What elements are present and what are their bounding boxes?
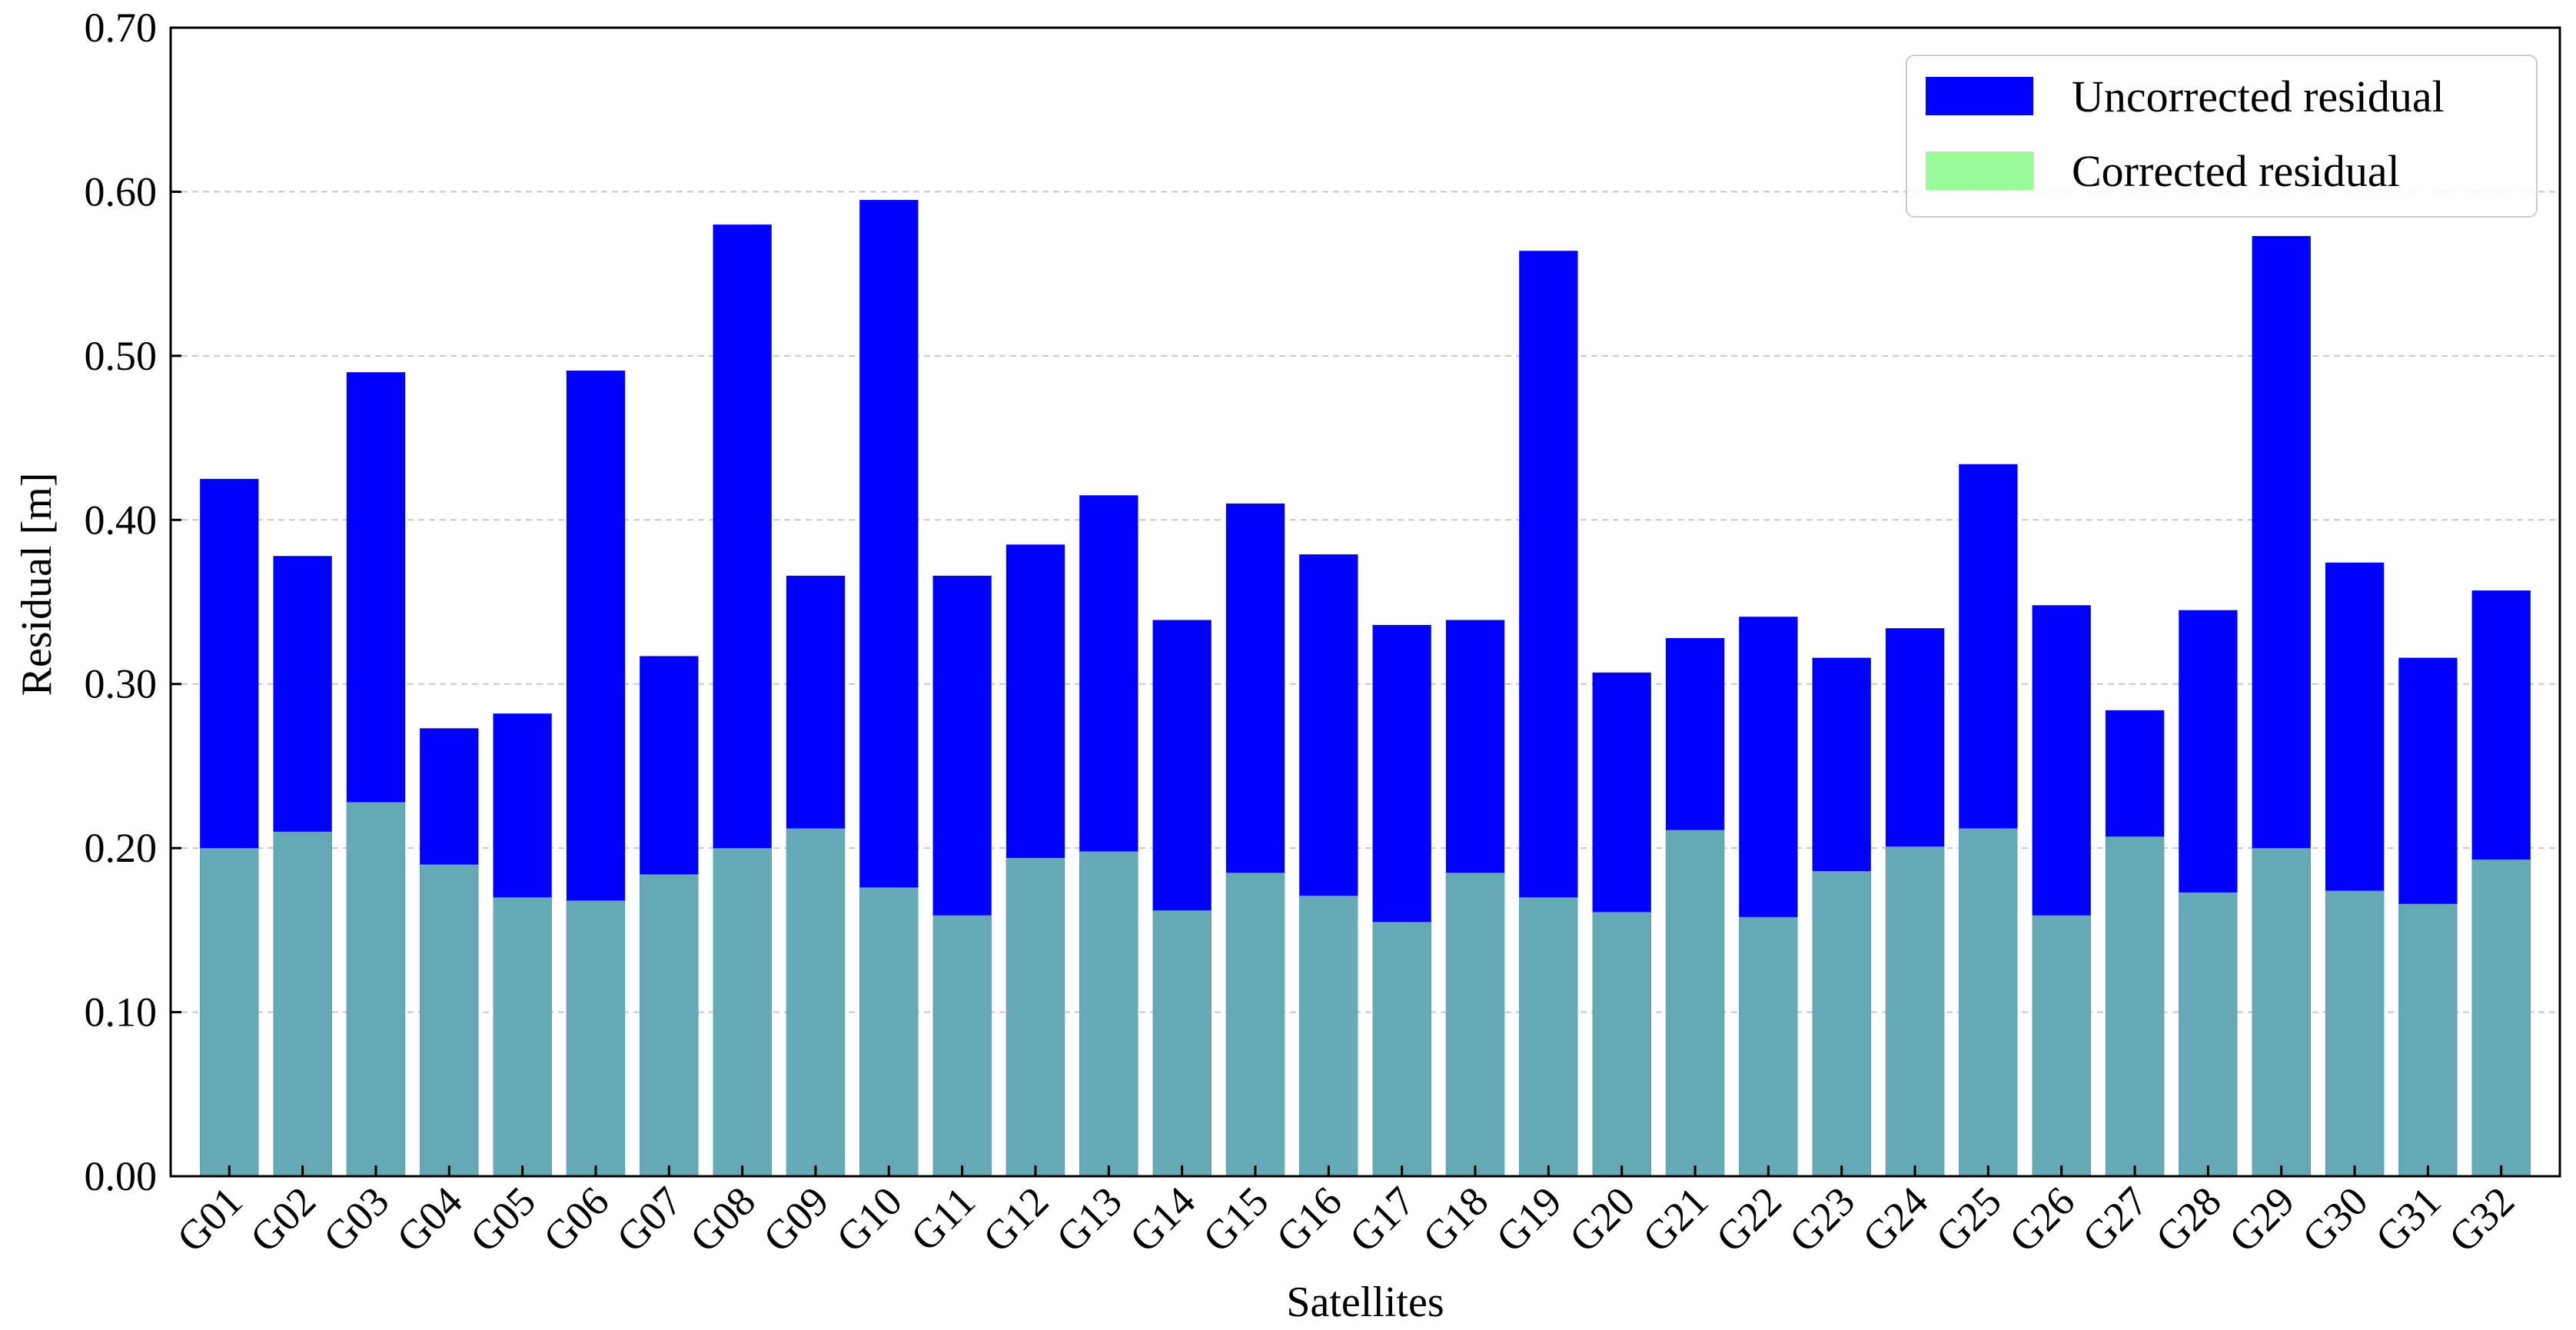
y-axis-label: Residual [m] — [13, 473, 61, 697]
y-tick-label: 0.30 — [85, 661, 158, 707]
bar-corrected-g31 — [2398, 903, 2458, 1176]
x-tick-label-g20: G20 — [1561, 1178, 1644, 1261]
x-tick-label-g10: G10 — [828, 1178, 911, 1261]
x-tick-label-g29: G29 — [2220, 1178, 2303, 1261]
x-tick-label-g05: G05 — [461, 1178, 544, 1261]
x-tick-label-g02: G02 — [241, 1178, 324, 1261]
x-tick-label-g06: G06 — [534, 1178, 617, 1261]
bar-corrected-g05 — [493, 897, 552, 1176]
bar-corrected-g07 — [640, 874, 699, 1176]
x-tick-label-g31: G31 — [2367, 1178, 2450, 1261]
x-tick-label-g23: G23 — [1780, 1178, 1863, 1261]
x-tick-label-g32: G32 — [2440, 1178, 2523, 1261]
bar-corrected-g21 — [1665, 830, 1725, 1176]
bar-corrected-g18 — [1445, 873, 1505, 1176]
legend-label-corrected: Corrected residual — [2072, 146, 2400, 196]
x-tick-label-g27: G27 — [2073, 1178, 2156, 1261]
bar-corrected-g29 — [2252, 848, 2311, 1176]
bar-corrected-g32 — [2471, 860, 2531, 1176]
bar-corrected-g10 — [859, 887, 919, 1176]
bar-corrected-g04 — [420, 864, 479, 1176]
y-tick-label: 0.10 — [85, 989, 158, 1036]
legend-swatch-corrected — [1926, 151, 2033, 190]
x-tick-label-g28: G28 — [2147, 1178, 2230, 1261]
x-tick-label-g15: G15 — [1194, 1178, 1277, 1261]
bar-corrected-g09 — [786, 828, 846, 1176]
bar-corrected-g30 — [2325, 890, 2385, 1176]
bar-corrected-g19 — [1519, 897, 1578, 1176]
legend: Uncorrected residual Corrected residual — [1906, 55, 2538, 218]
x-tick-label-g30: G30 — [2293, 1178, 2376, 1261]
bar-corrected-g02 — [273, 831, 332, 1176]
x-tick-label-g24: G24 — [1853, 1178, 1936, 1261]
bars — [200, 200, 2531, 1177]
x-tick-label-g07: G07 — [608, 1178, 691, 1261]
bar-corrected-g24 — [1885, 846, 1945, 1176]
legend-frame — [1906, 55, 2538, 218]
bar-corrected-g26 — [2032, 915, 2091, 1176]
x-tick-label-g26: G26 — [2000, 1178, 2083, 1261]
y-tick-label: 0.40 — [85, 497, 158, 543]
bar-corrected-g20 — [1592, 912, 1651, 1176]
bar-corrected-g14 — [1152, 910, 1212, 1176]
x-tick-label-g12: G12 — [974, 1178, 1057, 1261]
bar-corrected-g11 — [932, 915, 992, 1176]
bar-corrected-g27 — [2105, 836, 2165, 1176]
plot-frame — [169, 26, 2561, 1178]
y-tick-label: 0.70 — [85, 5, 158, 51]
y-tick-label: 0.20 — [85, 825, 158, 871]
bar-corrected-g17 — [1372, 922, 1431, 1176]
x-tick-label-g08: G08 — [681, 1178, 764, 1261]
bar-corrected-g08 — [713, 848, 772, 1176]
x-axis: G01G02G03G04G05G06G07G08G09G10G11G12G13G… — [168, 1165, 2523, 1261]
bar-corrected-g15 — [1225, 873, 1285, 1176]
bar-corrected-g28 — [2179, 892, 2238, 1176]
x-tick-label-g01: G01 — [168, 1178, 251, 1261]
x-tick-label-g17: G17 — [1341, 1178, 1424, 1261]
x-axis-label: Satellites — [1286, 1278, 1444, 1326]
bar-corrected-g12 — [1005, 857, 1065, 1176]
x-tick-label-g09: G09 — [754, 1178, 837, 1261]
x-tick-label-g13: G13 — [1048, 1178, 1131, 1261]
x-tick-label-g19: G19 — [1487, 1178, 1571, 1261]
bar-corrected-g16 — [1299, 896, 1358, 1176]
x-tick-label-g21: G21 — [1634, 1178, 1717, 1261]
x-tick-label-g14: G14 — [1121, 1178, 1204, 1261]
x-tick-label-g16: G16 — [1268, 1178, 1351, 1261]
bar-corrected-g22 — [1739, 916, 1798, 1176]
x-tick-label-g04: G04 — [388, 1178, 471, 1261]
x-tick-label-g25: G25 — [1927, 1178, 2010, 1261]
legend-swatch-uncorrected — [1926, 77, 2033, 115]
bar-corrected-g06 — [566, 900, 626, 1176]
y-tick-label: 0.50 — [85, 333, 158, 379]
y-axis: 0.00 0.10 0.20 0.30 0.40 0.50 0.60 0.70 — [85, 5, 181, 1199]
bar-corrected-g01 — [200, 848, 259, 1176]
bar-corrected-g23 — [1812, 871, 1871, 1176]
x-tick-label-g18: G18 — [1414, 1178, 1497, 1261]
y-tick-label: 0.60 — [85, 168, 158, 214]
bar-corrected-g13 — [1079, 851, 1138, 1176]
y-tick-label: 0.00 — [85, 1153, 158, 1199]
x-tick-label-g11: G11 — [902, 1178, 984, 1260]
x-tick-label-g22: G22 — [1707, 1178, 1790, 1261]
x-tick-label-g03: G03 — [314, 1178, 397, 1261]
bar-corrected-g03 — [346, 802, 406, 1176]
bar-corrected-g25 — [1959, 828, 2018, 1176]
legend-label-uncorrected: Uncorrected residual — [2072, 71, 2445, 121]
